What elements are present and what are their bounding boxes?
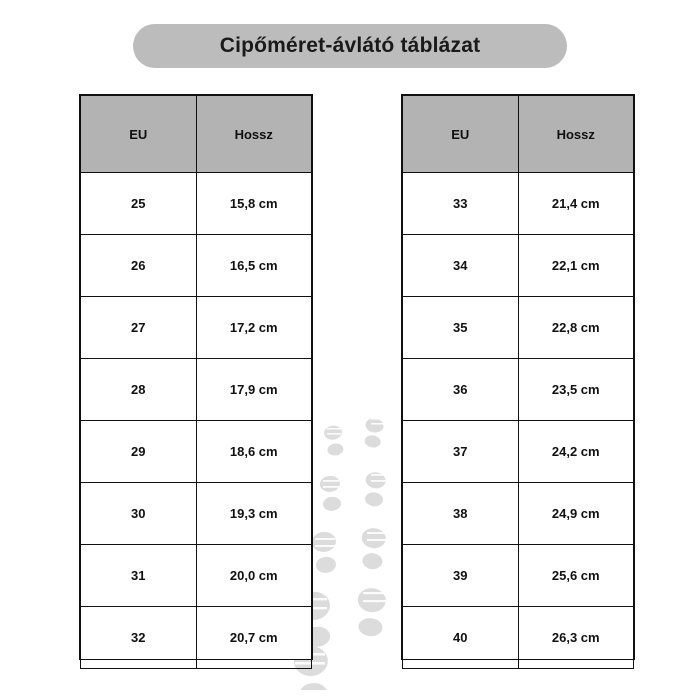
page-title: Cipőméret-ávlátó táblázat: [219, 34, 481, 57]
cell-length: 18,6 cm: [195, 420, 312, 483]
cell-eu: 37: [402, 420, 519, 483]
cell-eu: 27: [80, 296, 197, 359]
cell-eu: 38: [402, 482, 519, 545]
column-header-eu: EU: [80, 95, 197, 173]
table-row: 26 16,5 cm: [80, 234, 312, 297]
cell-eu: 31: [80, 544, 197, 607]
cell-eu: 28: [80, 358, 197, 421]
table-row: 40 26,3 cm: [402, 606, 634, 669]
table-row: 25 15,8 cm: [80, 172, 312, 235]
table-row: 30 19,3 cm: [80, 482, 312, 545]
cell-eu: 29: [80, 420, 197, 483]
cell-eu: 39: [402, 544, 519, 607]
cell-eu: 36: [402, 358, 519, 421]
column-header-eu: EU: [402, 95, 519, 173]
cell-eu: 34: [402, 234, 519, 297]
cell-eu: 25: [80, 172, 197, 235]
cell-length: 22,8 cm: [517, 296, 634, 359]
table-row: 37 24,2 cm: [402, 420, 634, 483]
table-row: 33 21,4 cm: [402, 172, 634, 235]
cell-eu: 26: [80, 234, 197, 297]
cell-length: 22,1 cm: [517, 234, 634, 297]
column-header-length: Hossz: [195, 95, 312, 173]
table-row: 28 17,9 cm: [80, 358, 312, 421]
cell-length: 17,9 cm: [195, 358, 312, 421]
title-banner: Cipőméret-ávlátó táblázat: [133, 24, 567, 68]
table-row: 32 20,7 cm: [80, 606, 312, 669]
table-row: 35 22,8 cm: [402, 296, 634, 359]
size-table-right: EU Hossz 33 21,4 cm 34 22,1 cm 35 22,8 c…: [401, 94, 635, 669]
table-row: 27 17,2 cm: [80, 296, 312, 359]
cell-eu: 33: [402, 172, 519, 235]
cell-length: 20,0 cm: [195, 544, 312, 607]
cell-length: 20,7 cm: [195, 606, 312, 669]
cell-length: 25,6 cm: [517, 544, 634, 607]
size-table-left: EU Hossz 25 15,8 cm 26 16,5 cm 27 17,2 c…: [79, 94, 313, 669]
cell-eu: 40: [402, 606, 519, 669]
cell-eu: 35: [402, 296, 519, 359]
cell-length: 26,3 cm: [517, 606, 634, 669]
cell-length: 17,2 cm: [195, 296, 312, 359]
cell-length: 23,5 cm: [517, 358, 634, 421]
cell-length: 24,9 cm: [517, 482, 634, 545]
cell-length: 16,5 cm: [195, 234, 312, 297]
table-row: 29 18,6 cm: [80, 420, 312, 483]
column-header-length: Hossz: [517, 95, 634, 173]
cell-length: 19,3 cm: [195, 482, 312, 545]
cell-length: 21,4 cm: [517, 172, 634, 235]
table-header-row: EU Hossz: [402, 95, 634, 173]
table-row: 34 22,1 cm: [402, 234, 634, 297]
cell-length: 15,8 cm: [195, 172, 312, 235]
table-row: 39 25,6 cm: [402, 544, 634, 607]
cell-eu: 30: [80, 482, 197, 545]
cell-eu: 32: [80, 606, 197, 669]
table-row: 38 24,9 cm: [402, 482, 634, 545]
table-header-row: EU Hossz: [80, 95, 312, 173]
cell-length: 24,2 cm: [517, 420, 634, 483]
table-row: 36 23,5 cm: [402, 358, 634, 421]
table-row: 31 20,0 cm: [80, 544, 312, 607]
